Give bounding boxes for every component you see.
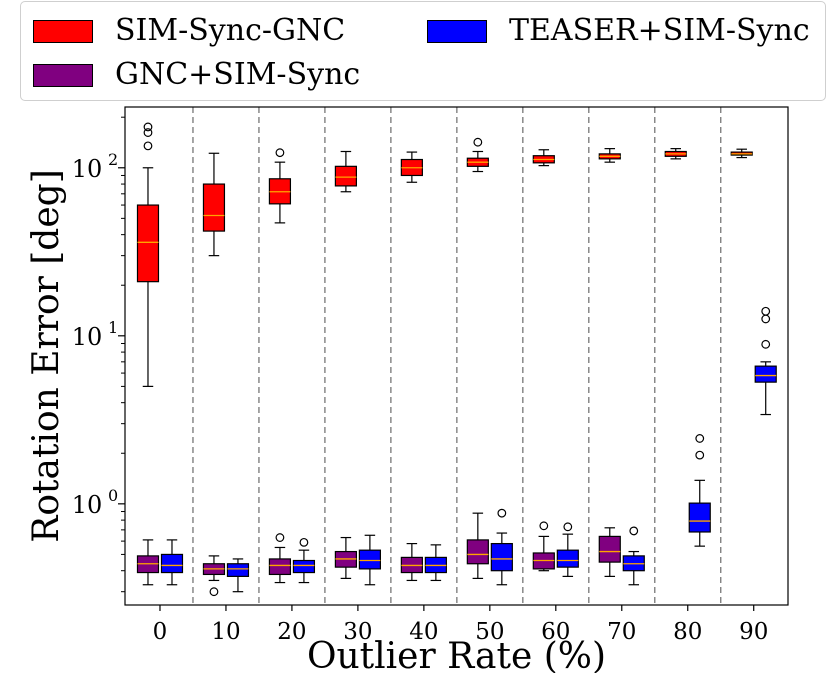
box-body bbox=[136, 204, 160, 283]
box-sim-sync-gnc-20 bbox=[268, 148, 292, 224]
box-sim-sync-gnc-40 bbox=[400, 151, 423, 183]
outlier-point bbox=[275, 533, 285, 542]
x-tick-label: 80 bbox=[673, 619, 702, 645]
legend-item-gnc-sim-sync: GNC+SIM-Sync bbox=[33, 60, 360, 90]
legend: SIM-Sync-GNC TEASER+SIM-Sync GNC+SIM-Syn… bbox=[20, 1, 826, 101]
outlier-point bbox=[275, 148, 285, 158]
box-gnc-sim-sync-20 bbox=[268, 533, 292, 584]
y-axis-ticks: 10 0 10 1 10 2 bbox=[72, 116, 125, 593]
legend-swatch-teaser-sim-sync bbox=[427, 19, 487, 43]
x-tick-label: 0 bbox=[153, 619, 168, 645]
box-teaser-sim-sync-10 bbox=[226, 558, 250, 593]
x-tick-label: 30 bbox=[343, 619, 372, 645]
box-body bbox=[688, 502, 711, 533]
outlier-point bbox=[143, 128, 153, 137]
box-teaser-sim-sync-40 bbox=[424, 544, 447, 582]
box-body bbox=[490, 542, 513, 572]
outlier-point bbox=[143, 141, 153, 151]
outlier-point bbox=[539, 521, 549, 531]
category-separators bbox=[192, 107, 722, 605]
x-tick-label: 40 bbox=[409, 619, 438, 645]
box-sim-sync-gnc-80 bbox=[664, 148, 687, 160]
box-sim-sync-gnc-60 bbox=[532, 149, 555, 167]
box-body bbox=[358, 549, 381, 570]
y-tick-label: 10 bbox=[72, 491, 103, 519]
box-sim-sync-gnc-0 bbox=[136, 122, 160, 387]
outlier-point bbox=[629, 526, 639, 536]
box-body bbox=[226, 563, 250, 577]
box-body bbox=[556, 549, 579, 568]
box-body bbox=[160, 553, 184, 574]
y-tick-exponent: 0 bbox=[108, 486, 118, 505]
box-body bbox=[334, 165, 357, 187]
x-tick-label: 60 bbox=[541, 619, 570, 645]
outlier-point bbox=[473, 137, 483, 147]
x-tick-label: 70 bbox=[607, 619, 636, 645]
box-teaser-sim-sync-20 bbox=[292, 537, 316, 584]
box-gnc-sim-sync-10 bbox=[202, 555, 226, 597]
box-teaser-sim-sync-80 bbox=[688, 434, 711, 547]
box-gnc-sim-sync-50 bbox=[466, 512, 489, 579]
y-tick-label: 10 bbox=[72, 323, 103, 351]
box-body bbox=[598, 535, 621, 563]
box-teaser-sim-sync-30 bbox=[358, 534, 381, 586]
outlier-point bbox=[695, 434, 705, 443]
box-sim-sync-gnc-10 bbox=[202, 152, 226, 257]
outlier-point bbox=[563, 522, 573, 532]
box-gnc-sim-sync-30 bbox=[334, 536, 357, 579]
box-gnc-sim-sync-70 bbox=[598, 527, 621, 577]
legend-item-sim-sync-gnc: SIM-Sync-GNC bbox=[33, 16, 345, 46]
y-tick-exponent: 1 bbox=[108, 318, 118, 337]
box-sim-sync-gnc-90 bbox=[730, 148, 753, 159]
outlier-point bbox=[143, 122, 153, 132]
box-body bbox=[292, 559, 316, 574]
box-teaser-sim-sync-60 bbox=[556, 522, 579, 577]
outlier-point bbox=[761, 339, 771, 349]
box-gnc-sim-sync-0 bbox=[136, 539, 160, 586]
x-axis-ticks: 0 10 20 30 40 50 60 70 80 90 bbox=[153, 605, 768, 645]
outlier-point bbox=[761, 306, 771, 316]
y-tick-label: 10 bbox=[72, 155, 103, 183]
box-body bbox=[268, 558, 292, 576]
outlier-point bbox=[209, 587, 219, 597]
box-gnc-sim-sync-40 bbox=[400, 542, 423, 582]
legend-swatch-sim-sync-gnc bbox=[33, 19, 93, 43]
x-tick-label: 10 bbox=[211, 619, 240, 645]
box-teaser-sim-sync-0 bbox=[160, 539, 184, 586]
x-tick-label: 50 bbox=[475, 619, 504, 645]
outlier-point bbox=[299, 537, 309, 547]
box-body bbox=[466, 539, 489, 565]
x-axis-label: Outlier Rate (%) bbox=[307, 636, 606, 673]
legend-label-gnc-sim-sync: GNC+SIM-Sync bbox=[115, 57, 361, 92]
outlier-point bbox=[761, 314, 771, 324]
plot-frame bbox=[124, 106, 789, 606]
x-tick-label: 20 bbox=[277, 619, 306, 645]
legend-label-teaser-sim-sync: TEASER+SIM-Sync bbox=[509, 13, 810, 48]
outlier-point bbox=[695, 450, 705, 460]
box-teaser-sim-sync-50 bbox=[490, 508, 513, 586]
box-sim-sync-gnc-70 bbox=[598, 148, 621, 163]
x-tick-label: 90 bbox=[739, 619, 768, 645]
legend-item-teaser-sim-sync: TEASER+SIM-Sync bbox=[427, 16, 810, 46]
outlier-point bbox=[497, 508, 507, 518]
box-body bbox=[754, 365, 777, 383]
box-body bbox=[202, 183, 226, 232]
legend-swatch-gnc-sim-sync bbox=[33, 63, 93, 87]
box-gnc-sim-sync-60 bbox=[532, 521, 555, 572]
y-axis-label: Rotation Error [deg] bbox=[26, 169, 67, 543]
box-series bbox=[136, 122, 777, 597]
box-teaser-sim-sync-70 bbox=[622, 526, 645, 586]
box-sim-sync-gnc-30 bbox=[334, 150, 357, 193]
legend-label-sim-sync-gnc: SIM-Sync-GNC bbox=[115, 13, 346, 48]
y-tick-exponent: 2 bbox=[108, 150, 118, 169]
box-sim-sync-gnc-50 bbox=[466, 137, 489, 173]
box-teaser-sim-sync-90 bbox=[754, 306, 777, 416]
